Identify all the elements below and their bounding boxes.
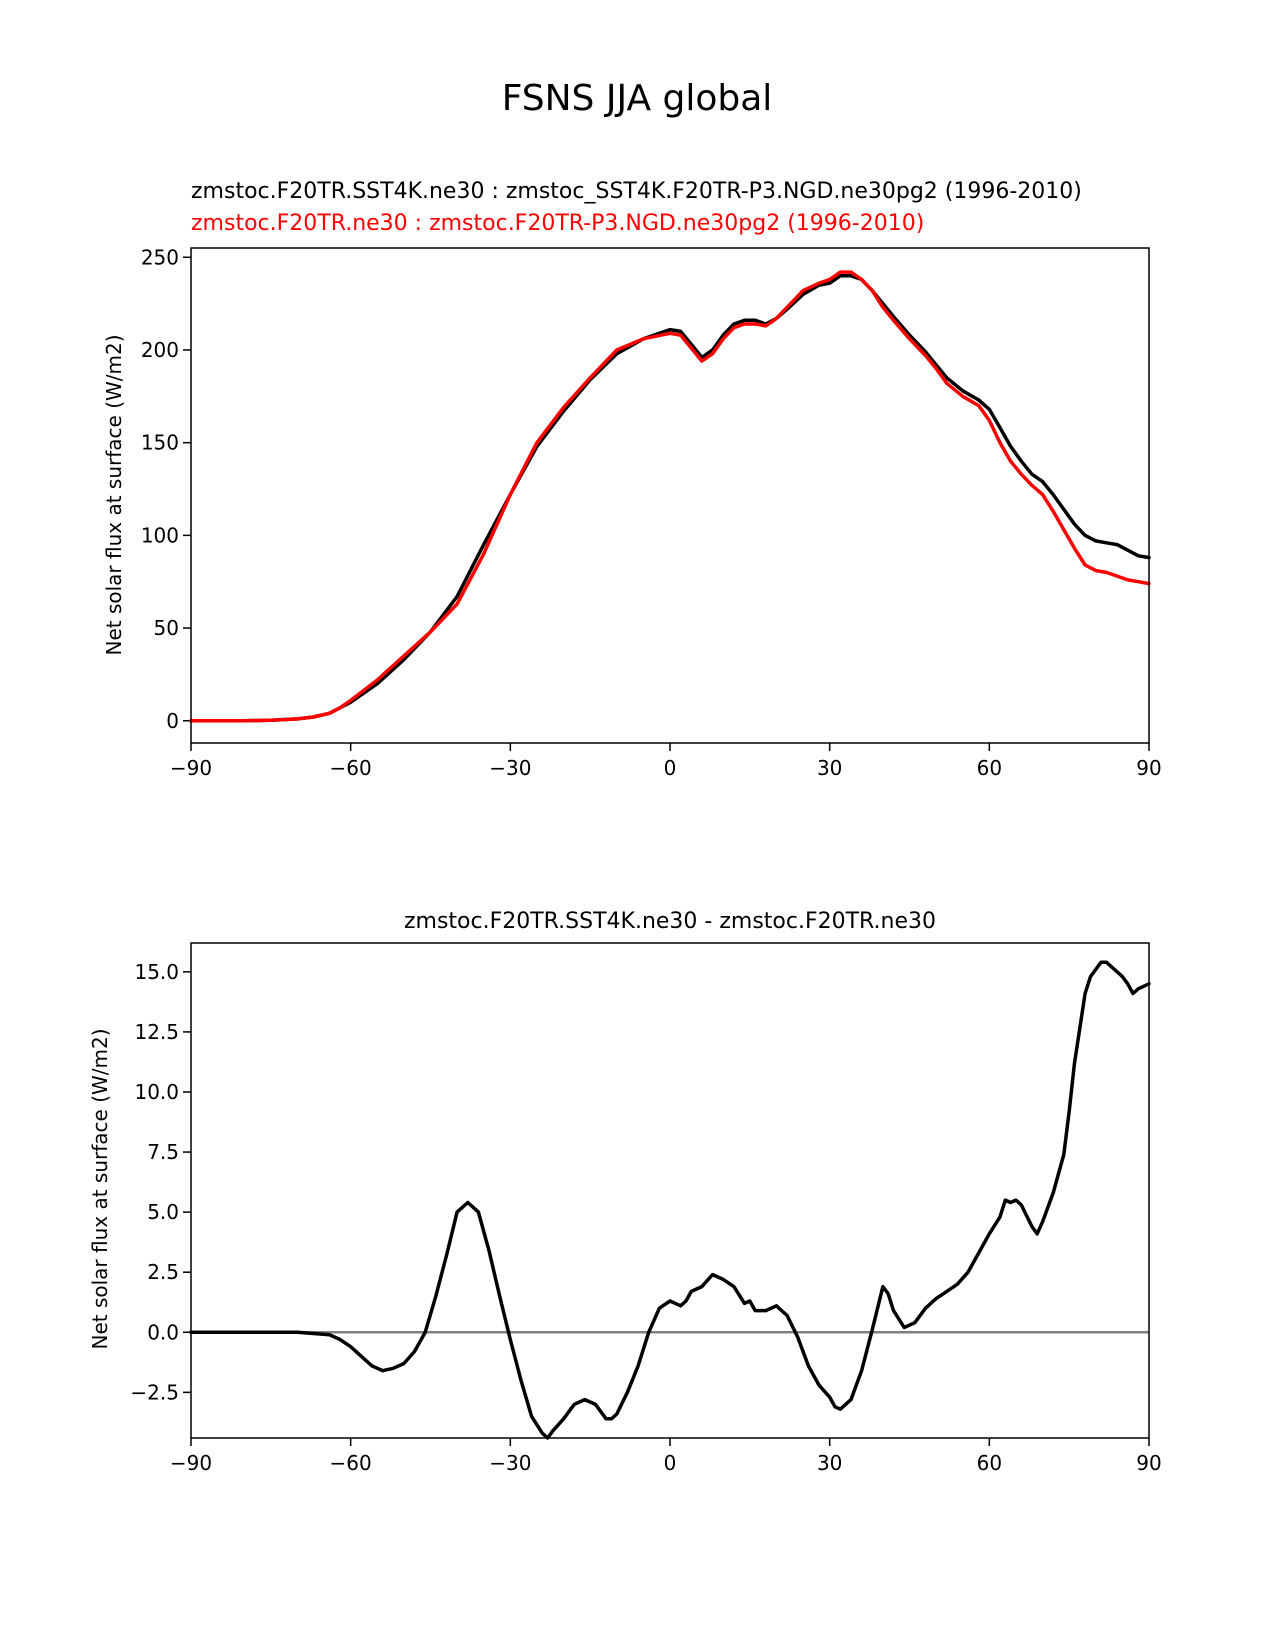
x-tick-label: −30 bbox=[489, 756, 531, 780]
x-tick-label: 30 bbox=[817, 756, 842, 780]
x-tick-label: −60 bbox=[330, 1451, 372, 1475]
y-tick-label: 0.0 bbox=[147, 1320, 179, 1344]
y-tick-label: 15.0 bbox=[134, 960, 179, 984]
y-tick-label: 150 bbox=[141, 431, 179, 455]
y-tick-label: 200 bbox=[141, 338, 179, 362]
y-tick-label: 50 bbox=[154, 616, 179, 640]
top-panel-frame bbox=[190, 247, 1150, 744]
top-panel-title-reference: zmstoc.F20TR.ne30 : zmstoc.F20TR-P3.NGD.… bbox=[191, 211, 924, 236]
x-tick-label: 30 bbox=[817, 1451, 842, 1475]
top-panel-series bbox=[189, 270, 1151, 723]
y-tick-label: −2.5 bbox=[130, 1380, 179, 1404]
top-panel-ylabel: Net solar flux at surface (W/m2) bbox=[102, 334, 126, 655]
y-tick-label: 250 bbox=[141, 245, 179, 269]
y-tick-label: 12.5 bbox=[134, 1020, 179, 1044]
x-tick-label: −90 bbox=[170, 1451, 212, 1475]
y-tick-label: 7.5 bbox=[147, 1140, 179, 1164]
bottom-panel: zmstoc.F20TR.SST4K.ne30 - zmstoc.F20TR.n… bbox=[88, 909, 1162, 1475]
x-tick-label: 60 bbox=[977, 1451, 1002, 1475]
top-panel-y-axis: 0 50 100 150 200 250 bbox=[141, 245, 191, 733]
series-line bbox=[189, 270, 1151, 723]
y-tick-label: 2.5 bbox=[147, 1260, 179, 1284]
x-tick-label: −90 bbox=[170, 756, 212, 780]
y-tick-label: 5.0 bbox=[147, 1200, 179, 1224]
bottom-panel-y-axis: −2.5 0.0 2.5 5.0 7.5 10.0 12.5 15.0 bbox=[130, 960, 191, 1404]
bottom-panel-series bbox=[189, 960, 1151, 1440]
top-panel-x-axis: −90 −60 −30 0 30 60 90 bbox=[170, 743, 1162, 780]
series-line bbox=[189, 960, 1151, 1440]
bottom-panel-ylabel: Net solar flux at surface (W/m2) bbox=[88, 1028, 112, 1349]
bottom-panel-x-axis: −90 −60 −30 0 30 60 90 bbox=[170, 1438, 1162, 1475]
x-tick-label: 60 bbox=[977, 756, 1002, 780]
x-tick-label: 0 bbox=[664, 1451, 677, 1475]
x-tick-label: 90 bbox=[1136, 1451, 1161, 1475]
y-tick-label: 10.0 bbox=[134, 1080, 179, 1104]
bottom-panel-frame bbox=[190, 942, 1150, 1439]
x-tick-label: 90 bbox=[1136, 756, 1161, 780]
y-tick-label: 0 bbox=[166, 709, 179, 733]
bottom-panel-title: zmstoc.F20TR.SST4K.ne30 - zmstoc.F20TR.n… bbox=[404, 909, 936, 934]
top-panel: zmstoc.F20TR.SST4K.ne30 : zmstoc_SST4K.F… bbox=[102, 179, 1162, 780]
x-tick-label: −30 bbox=[489, 1451, 531, 1475]
top-panel-title-test: zmstoc.F20TR.SST4K.ne30 : zmstoc_SST4K.F… bbox=[191, 179, 1082, 204]
y-tick-label: 100 bbox=[141, 523, 179, 547]
x-tick-label: 0 bbox=[664, 756, 677, 780]
x-tick-label: −60 bbox=[330, 756, 372, 780]
figure-title: FSNS JJA global bbox=[502, 78, 773, 119]
